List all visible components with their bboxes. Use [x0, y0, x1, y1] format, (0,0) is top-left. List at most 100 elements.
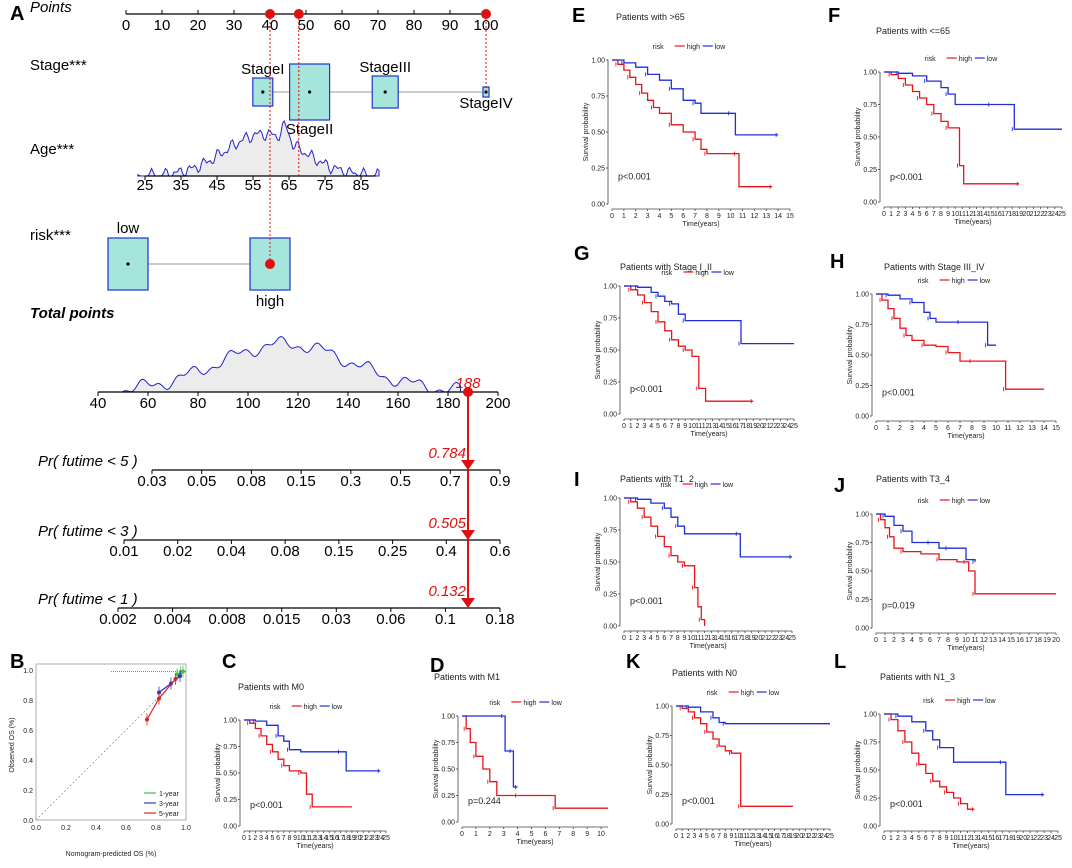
km-x-label: Time(years): [296, 843, 333, 850]
km-x-tick-label: 10: [962, 637, 970, 644]
age-tick-label: 75: [317, 177, 334, 194]
km-x-tick-label: 12: [751, 213, 759, 220]
km-x-tick-label: 8: [939, 211, 943, 218]
calibration-y-tick: 0.2: [23, 788, 33, 795]
km-x-tick-label: 18: [1008, 211, 1016, 218]
panel-letter-J: J: [834, 475, 845, 497]
km-y-tick-label: 0.25: [855, 597, 869, 604]
km-x-tick-label: 21: [359, 835, 367, 842]
km-y-label: Survival probability: [847, 325, 854, 384]
km-x-tick-label: 6: [946, 425, 950, 432]
km-x-label: Time(years): [734, 841, 771, 848]
probability-tick-label: 0.08: [237, 473, 266, 490]
km-y-tick-label: 0.75: [441, 740, 455, 747]
km-x-tick-label: 16: [994, 211, 1002, 218]
km-x-tick-label: 14: [715, 423, 723, 430]
km-x-tick-label: 9: [729, 833, 733, 840]
km-x-tick-label: 10: [951, 211, 959, 218]
km-x-tick-label: 10: [687, 635, 695, 642]
km-x-tick-label: 13: [1028, 425, 1036, 432]
km-y-tick-label: 0.00: [655, 822, 669, 829]
km-x-tick-label: 18: [741, 635, 749, 642]
km-x-tick-label: 1: [886, 425, 890, 432]
total-points-tick-label: 160: [385, 395, 410, 412]
calibration-x-tick: 0.2: [61, 825, 71, 832]
km-y-tick-label: 0.50: [223, 771, 237, 778]
calibration-point: [175, 672, 179, 677]
km-panel-D: Patients with M1 risk high low 0.00 0.25 0.50 0…: [433, 672, 608, 846]
km-x-tick-label: 11: [959, 211, 966, 218]
km-x-tick-label: 18: [342, 835, 350, 842]
km-x-tick-label: 16: [331, 835, 339, 842]
km-y-tick-label: 0.75: [863, 740, 877, 747]
points-tick-label: 20: [190, 17, 207, 34]
km-x-tick-label: 6: [681, 213, 685, 220]
km-legend-high: high: [959, 56, 972, 63]
calibration-ideal-line: [35, 669, 187, 821]
km-x-tick-label: 0: [460, 831, 464, 838]
km-x-tick-label: 21: [1030, 211, 1038, 218]
probability-label: Pr( futime < 3 ): [38, 523, 138, 540]
km-y-tick-label: 0.50: [855, 353, 869, 360]
calibration-x-tick: 1.0: [181, 825, 191, 832]
km-x-tick-label: 17: [734, 635, 742, 642]
km-x-tick-label: 21: [1026, 835, 1034, 842]
km-x-tick-label: 2: [896, 211, 900, 218]
stage-level-label: StageIII: [359, 59, 411, 76]
km-x-tick-label: 20: [795, 833, 803, 840]
km-legend-title: risk: [918, 498, 929, 505]
stage-level-label: StageII: [286, 121, 334, 138]
km-title: Patients with M1: [434, 672, 500, 682]
km-x-tick-label: 4: [649, 635, 653, 642]
probability-tick-label: 0.004: [154, 611, 192, 628]
km-x-tick-label: 10: [597, 831, 605, 838]
km-legend-low: low: [715, 44, 726, 51]
km-x-tick-label: 14: [998, 637, 1006, 644]
km-legend-low: low: [332, 704, 343, 711]
km-x-tick-label: 4: [922, 425, 926, 432]
probability-tick-label: 0.03: [322, 611, 351, 628]
km-x-tick-label: 9: [683, 635, 687, 642]
km-x-tick-label: 19: [348, 835, 356, 842]
km-title: Patients with N0: [672, 668, 737, 678]
km-legend-high: high: [957, 698, 970, 705]
probability-tick-label: 0.002: [99, 611, 137, 628]
km-x-label: Time(years): [947, 645, 984, 652]
panel-letter-F: F: [828, 5, 840, 27]
km-x-tick-label: 7: [670, 423, 674, 430]
km-y-tick-label: 0.25: [863, 167, 877, 174]
km-x-tick-label: 0: [610, 213, 614, 220]
risk-box-center: [126, 262, 130, 266]
km-x-tick-label: 19: [1012, 835, 1020, 842]
total-points-tick-label: 200: [485, 395, 510, 412]
km-x-tick-label: 3: [259, 835, 263, 842]
km-x-tick-label: 18: [783, 833, 791, 840]
km-panel-C: Patients with M0 risk high low 0.00 0.25 0.50 0…: [215, 682, 390, 850]
km-curve-high: [244, 719, 352, 808]
km-x-tick-label: 7: [557, 831, 561, 838]
km-x-tick-label: 4: [910, 637, 914, 644]
age-tick-label: 45: [209, 177, 226, 194]
km-y-tick-label: 1.00: [223, 718, 237, 725]
probability-tick-label: 0.06: [376, 611, 405, 628]
km-x-tick-label: 1: [248, 835, 252, 842]
km-x-tick-label: 4: [265, 835, 269, 842]
km-x-tick-label: 13: [752, 833, 760, 840]
probability-tick-label: 0.05: [187, 473, 216, 490]
panel-letter-B: B: [10, 651, 24, 673]
km-x-tick-label: 3: [642, 423, 646, 430]
points-tick-label: 0: [122, 17, 130, 34]
km-y-tick-label: 1.00: [591, 58, 605, 65]
km-x-tick-label: 20: [756, 423, 764, 430]
total-points-density-curve: [118, 335, 461, 393]
km-legend-title: risk: [923, 698, 934, 705]
points-axis-label: Points: [30, 0, 72, 16]
probability-label: Pr( futime < 5 ): [38, 453, 138, 470]
km-x-tick-label: 24: [1047, 835, 1055, 842]
km-x-label: Time(years): [516, 839, 553, 846]
stage-label: Stage***: [30, 57, 87, 74]
km-legend-low: low: [987, 56, 998, 63]
km-y-tick-label: 0.25: [603, 592, 617, 599]
